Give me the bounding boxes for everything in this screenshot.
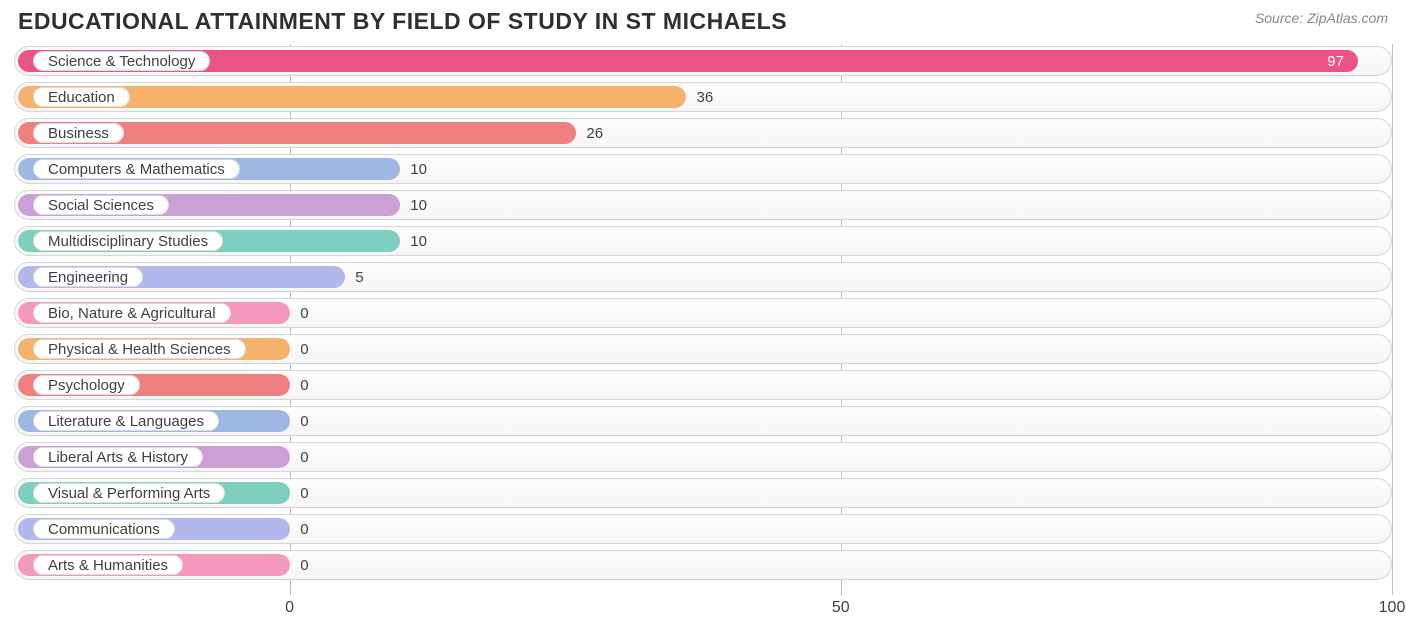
bar-value: 26 [576,119,603,147]
bar-label: Social Sciences [33,195,169,215]
gridline [1392,44,1393,595]
bar-label: Business [33,123,124,143]
bar-value: 36 [686,83,713,111]
bar-value: 10 [400,227,427,255]
bar-label: Literature & Languages [33,411,219,431]
bar-row: Literature & Languages 0 [14,406,1392,436]
bar-label: Communications [33,519,175,539]
bar-label: Engineering [33,267,143,287]
bar-value: 97 [1317,47,1358,75]
bar-row: Visual & Performing Arts 0 [14,478,1392,508]
bar-row: Psychology 0 [14,370,1392,400]
bar-row: Business 26 [14,118,1392,148]
bar-value: 0 [290,371,308,399]
bar-value: 0 [290,515,308,543]
bar-label: Bio, Nature & Agricultural [33,303,231,323]
bar-row: Engineering 5 [14,262,1392,292]
bar-value: 0 [290,479,308,507]
bar-row: Science & Technology 97 [14,46,1392,76]
chart-area: Science & Technology 97 Education 36 Busines… [14,44,1392,595]
bar-row: Social Sciences 10 [14,190,1392,220]
bar-value: 0 [290,551,308,579]
axis-tick-label: 50 [832,599,850,617]
bar-label: Arts & Humanities [33,555,183,575]
bar-value: 5 [345,263,363,291]
bar-list: Science & Technology 97 Education 36 Busines… [14,44,1392,580]
chart-title: EDUCATIONAL ATTAINMENT BY FIELD OF STUDY… [18,8,787,35]
bar-label: Multidisciplinary Studies [33,231,223,251]
bar-row: Physical & Health Sciences 0 [14,334,1392,364]
x-axis: 050100 [14,599,1392,621]
bar-fill [18,50,1358,72]
bar-row: Liberal Arts & History 0 [14,442,1392,472]
bar-value: 10 [400,191,427,219]
bar-label: Visual & Performing Arts [33,483,225,503]
axis-tick-label: 0 [285,599,294,617]
header: EDUCATIONAL ATTAINMENT BY FIELD OF STUDY… [0,0,1406,39]
bar-value: 0 [290,299,308,327]
bar-value: 10 [400,155,427,183]
bar-label: Science & Technology [33,51,210,71]
bar-value: 0 [290,335,308,363]
bar-row: Education 36 [14,82,1392,112]
bar-row: Arts & Humanities 0 [14,550,1392,580]
bar-row: Bio, Nature & Agricultural 0 [14,298,1392,328]
bar-label: Physical & Health Sciences [33,339,246,359]
bar-value: 0 [290,443,308,471]
bar-label: Psychology [33,375,140,395]
bar-label: Liberal Arts & History [33,447,203,467]
bar-label: Education [33,87,130,107]
axis-tick-label: 100 [1379,599,1406,617]
bar-row: Computers & Mathematics 10 [14,154,1392,184]
bar-row: Multidisciplinary Studies 10 [14,226,1392,256]
bar-row: Communications 0 [14,514,1392,544]
bar-label: Computers & Mathematics [33,159,240,179]
bar-value: 0 [290,407,308,435]
source-label: Source: ZipAtlas.com [1255,8,1388,26]
